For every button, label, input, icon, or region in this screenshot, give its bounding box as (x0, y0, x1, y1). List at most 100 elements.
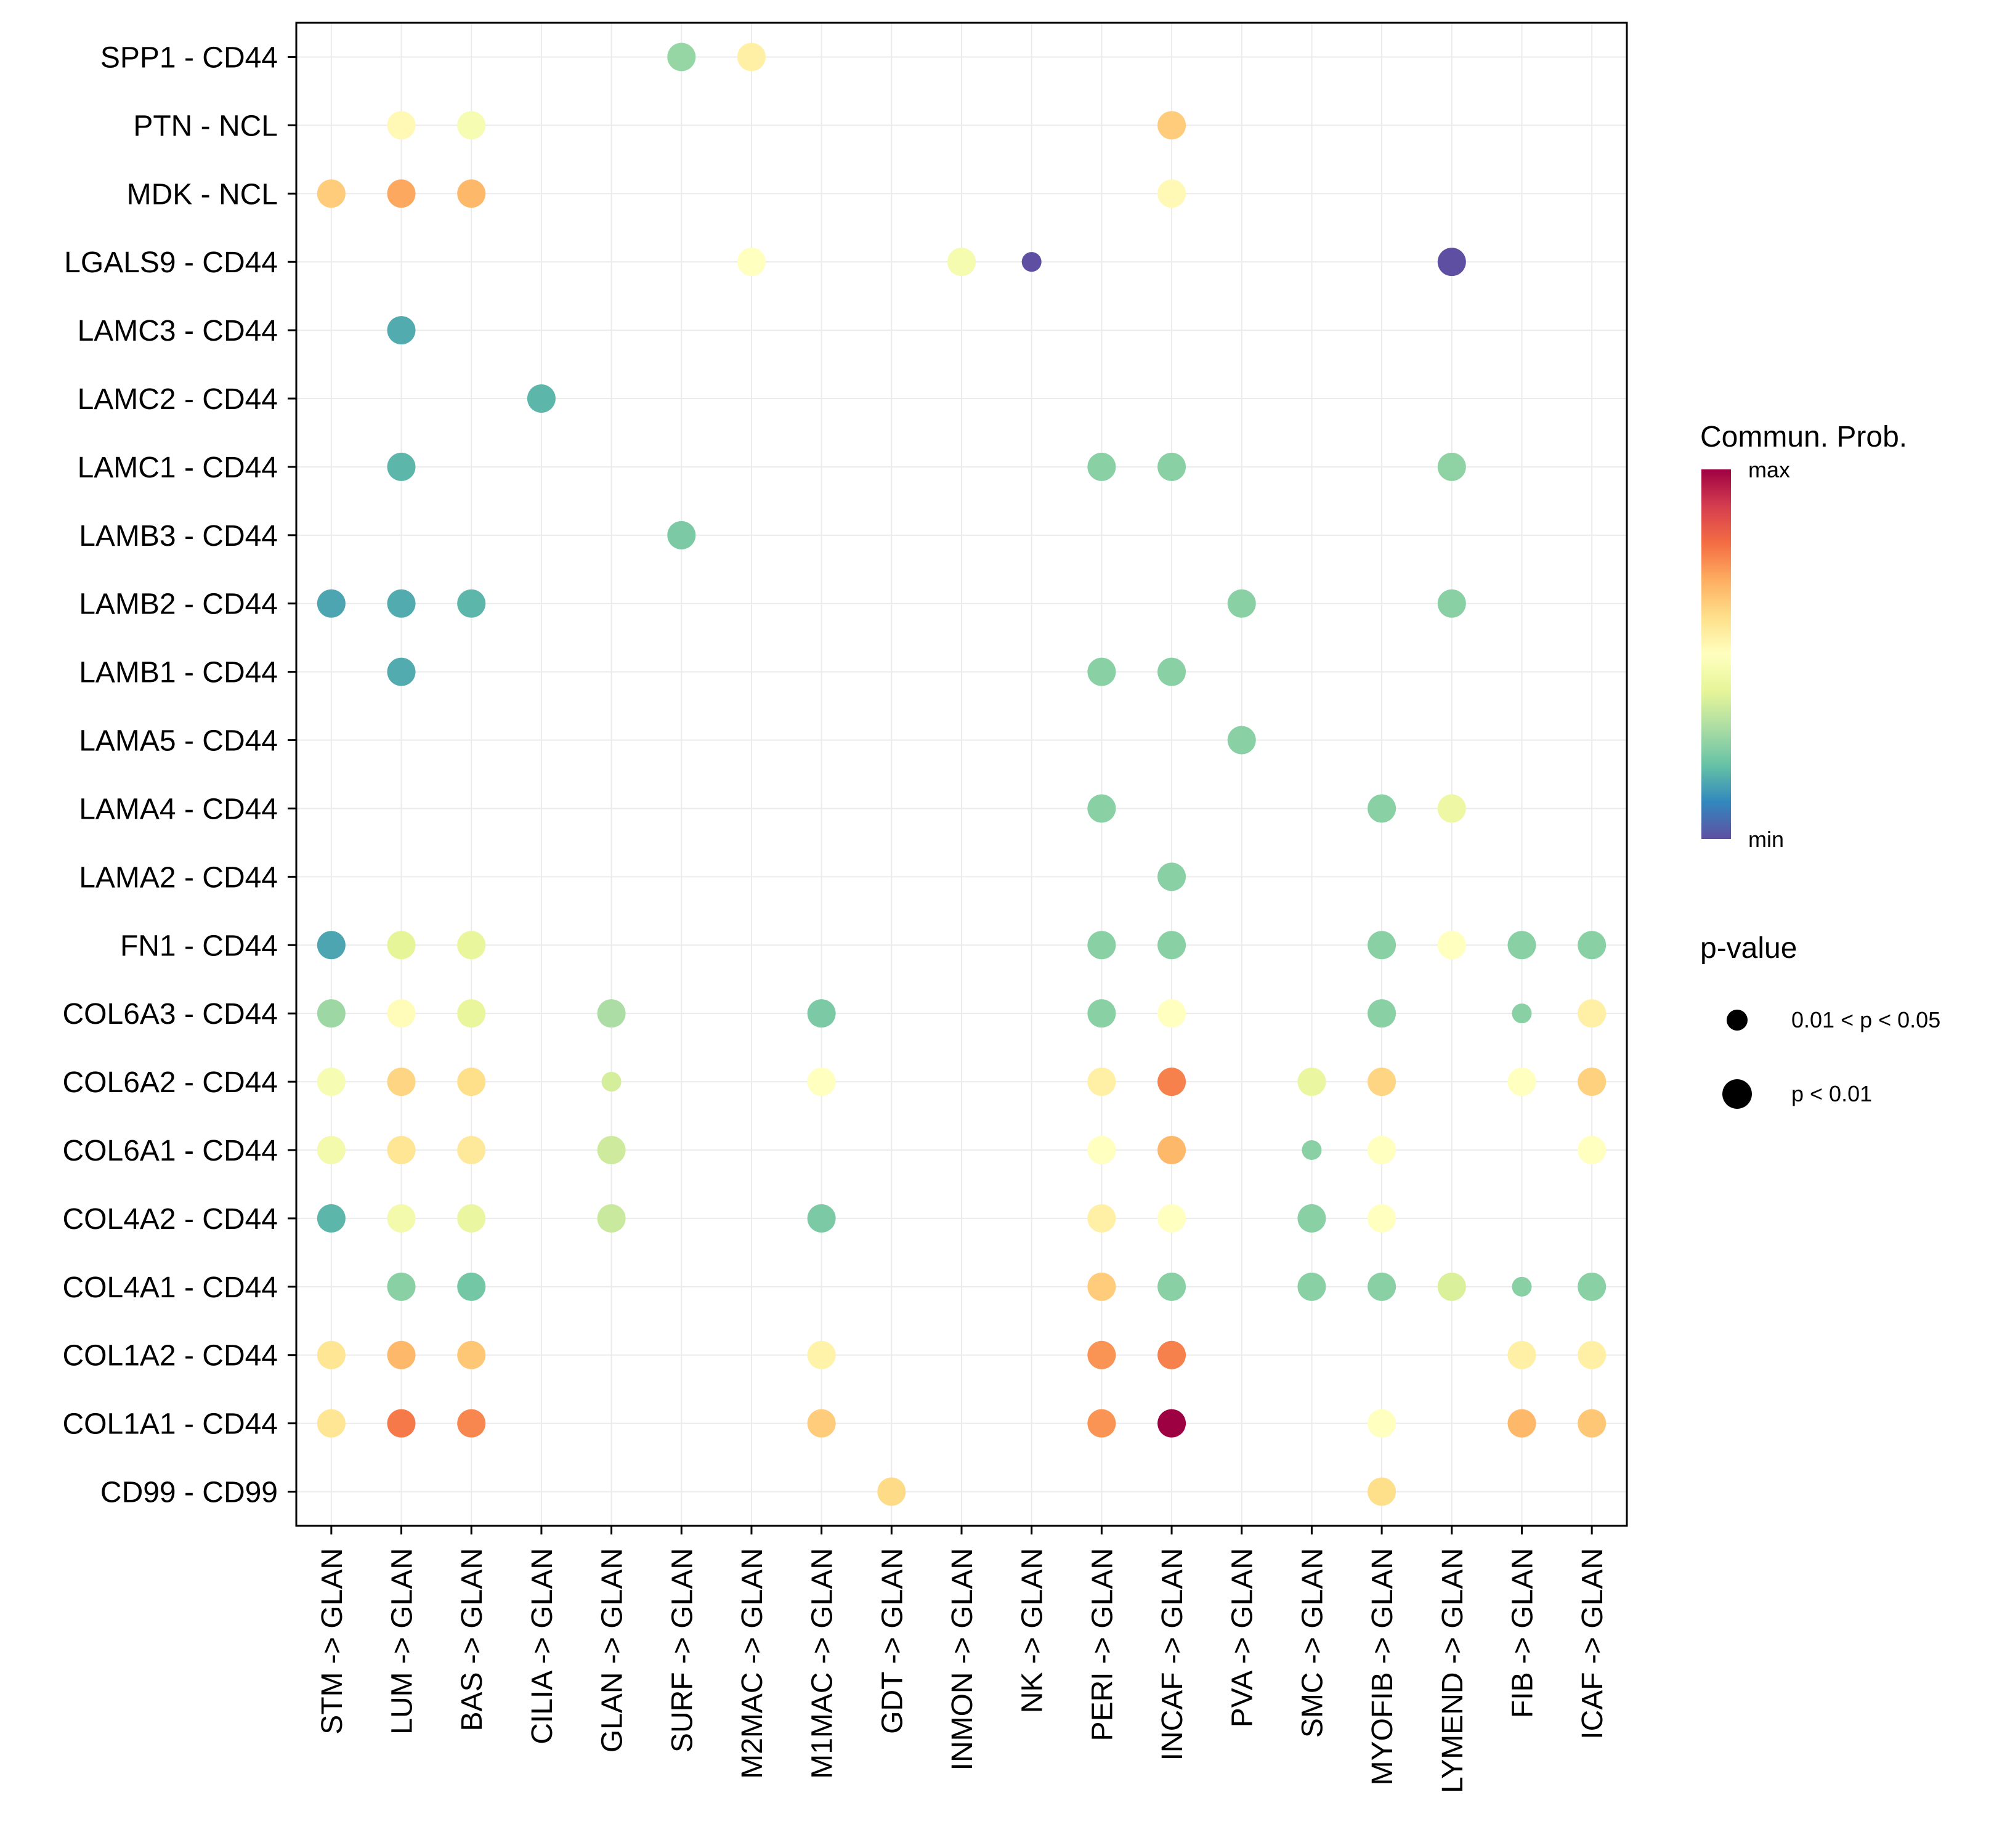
data-point (1157, 1272, 1186, 1301)
data-point (1578, 999, 1607, 1028)
y-tick-label: LAMA5 - CD44 (79, 725, 278, 758)
data-point (1507, 1409, 1536, 1438)
data-point (1437, 452, 1466, 481)
data-point (1437, 248, 1466, 277)
data-point (1087, 1136, 1116, 1164)
data-point (597, 1136, 626, 1164)
data-point (807, 1204, 836, 1233)
data-point (317, 1204, 346, 1233)
data-point (1087, 1409, 1116, 1438)
x-tick-label: GLAN -> GLAN (596, 1548, 629, 1753)
x-tick-label: MYOFIB -> GLAN (1366, 1548, 1399, 1785)
y-tick-label: COL6A2 - CD44 (63, 1066, 278, 1099)
x-tick-label: LYMEND -> GLAN (1437, 1548, 1469, 1793)
x-tick-label: FIB -> GLAN (1506, 1548, 1539, 1718)
colorbar-max-label: max (1748, 457, 1790, 482)
size-legend-key-sig (1722, 1079, 1752, 1109)
y-tick-label: COL1A1 - CD44 (63, 1408, 278, 1441)
data-point (387, 179, 416, 208)
x-tick-label: CILIA -> GLAN (526, 1548, 559, 1745)
x-tick-label: STM -> GLAN (316, 1548, 349, 1735)
data-point (1368, 1409, 1396, 1438)
y-tick-label: LAMA4 - CD44 (79, 793, 278, 825)
x-tick-label: M1MAC -> GLAN (806, 1548, 839, 1779)
y-tick-label: LAMC2 - CD44 (78, 383, 278, 416)
data-point (1368, 931, 1396, 960)
data-point (317, 1136, 346, 1164)
data-point (387, 589, 416, 618)
y-tick-label: SPP1 - CD44 (100, 41, 278, 74)
data-point (387, 1272, 416, 1301)
data-point (1437, 794, 1466, 823)
data-point (1157, 452, 1186, 481)
y-tick-label: FN1 - CD44 (120, 930, 278, 962)
data-point (1368, 1136, 1396, 1164)
data-point (807, 999, 836, 1028)
colorbar-min-label: min (1748, 827, 1784, 852)
data-point (1157, 179, 1186, 208)
y-tick-label: COL4A1 - CD44 (63, 1271, 278, 1304)
data-point (387, 1409, 416, 1438)
size-legend-title: p-value (1700, 932, 1797, 965)
data-point (317, 999, 346, 1028)
data-point (457, 179, 486, 208)
x-tick-label: SURF -> GLAN (666, 1548, 699, 1753)
data-point (1507, 1068, 1536, 1096)
data-point (1368, 1477, 1396, 1506)
data-point (387, 1204, 416, 1233)
data-point (1368, 1068, 1396, 1096)
data-point (877, 1477, 906, 1506)
data-point (1087, 999, 1116, 1028)
size-legend-label-sig: p < 0.01 (1791, 1081, 1872, 1106)
data-point (1227, 726, 1256, 755)
data-point (1157, 1409, 1186, 1438)
data-point (387, 316, 416, 345)
data-point (597, 999, 626, 1028)
data-point (1157, 1136, 1186, 1164)
data-point (1087, 1204, 1116, 1233)
data-point (1087, 1272, 1116, 1301)
data-point (457, 999, 486, 1028)
data-point (667, 43, 696, 71)
data-point (1157, 111, 1186, 140)
y-tick-label: LAMC3 - CD44 (78, 315, 278, 347)
data-point (597, 1204, 626, 1233)
data-point (457, 1409, 486, 1438)
data-point (317, 1409, 346, 1438)
color-legend-title: Commun. Prob. (1700, 421, 1907, 453)
data-point (1437, 931, 1466, 960)
data-point (1578, 1409, 1607, 1438)
x-tick-label: SMC -> GLAN (1296, 1548, 1329, 1738)
y-tick-label: COL1A2 - CD44 (63, 1340, 278, 1372)
data-point (457, 1204, 486, 1233)
size-legend-key-mid (1727, 1010, 1748, 1031)
data-point (737, 43, 766, 71)
data-point (1368, 1204, 1396, 1233)
data-point (1087, 1340, 1116, 1369)
data-point (1087, 931, 1116, 960)
data-point (1578, 1340, 1607, 1369)
data-point (457, 931, 486, 960)
y-tick-label: LGALS9 - CD44 (64, 246, 278, 279)
data-point (1437, 1272, 1466, 1301)
data-point (1578, 931, 1607, 960)
data-points (317, 43, 1607, 1506)
y-tick-label: LAMA2 - CD44 (79, 861, 278, 894)
data-point (1157, 1204, 1186, 1233)
y-tick-label: COL4A2 - CD44 (63, 1203, 278, 1236)
data-point (1302, 1140, 1322, 1160)
data-point (387, 111, 416, 140)
x-tick-label: GDT -> GLAN (876, 1548, 909, 1734)
x-tick-label: NK -> GLAN (1016, 1548, 1049, 1713)
data-point (317, 1340, 346, 1369)
data-point (737, 248, 766, 277)
y-tick-label: MDK - NCL (127, 178, 278, 211)
data-point (457, 1136, 486, 1164)
data-point (1157, 931, 1186, 960)
data-point (807, 1340, 836, 1369)
grid-lines (296, 23, 1627, 1526)
data-point (1512, 1276, 1532, 1297)
data-point (1157, 862, 1186, 891)
data-point (947, 248, 976, 277)
